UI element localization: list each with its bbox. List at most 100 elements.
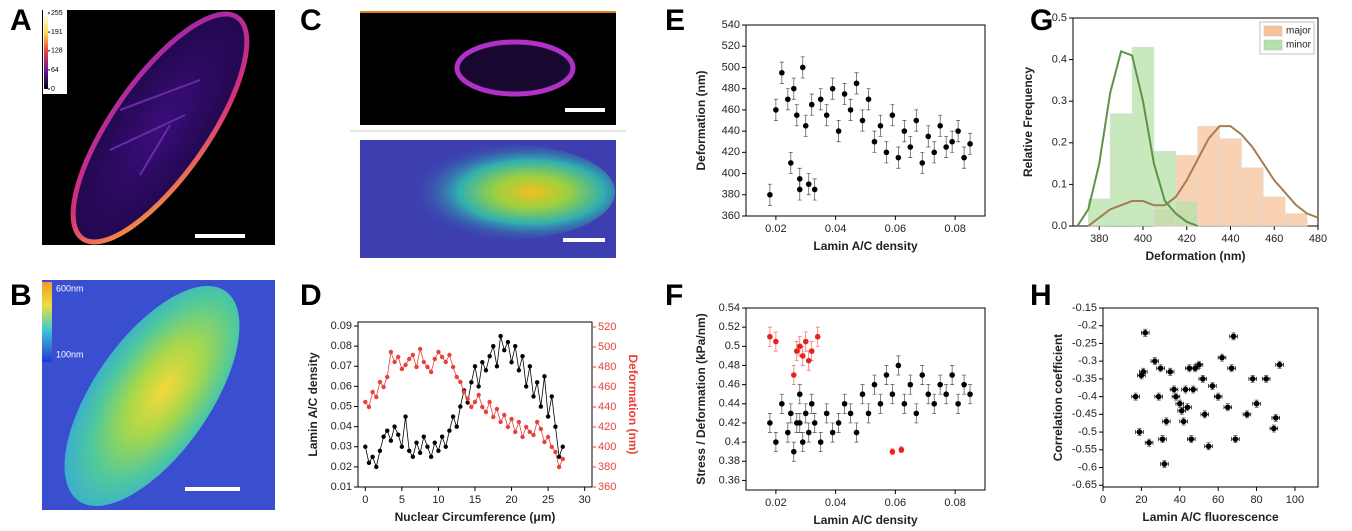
y-tick-label: -0.2 <box>1078 320 1097 332</box>
data-point <box>817 439 824 445</box>
data-point <box>791 372 797 378</box>
x-tick-label: 0.04 <box>825 223 846 235</box>
data-point <box>808 348 815 354</box>
data-point <box>961 381 967 388</box>
data-point <box>871 381 878 388</box>
x-tick-label: 80 <box>1250 494 1262 506</box>
y2-tick-label: 420 <box>598 421 616 433</box>
data-point <box>545 414 551 419</box>
data-point <box>1249 376 1256 382</box>
data-point <box>447 428 452 433</box>
data-point <box>877 400 884 407</box>
data-point <box>538 426 544 432</box>
y-tick-label: -0.35 <box>1072 373 1097 385</box>
data-point <box>1276 361 1283 368</box>
x-axis-label: Lamin A/C fluorescence <box>1142 510 1279 524</box>
data-point <box>396 354 401 360</box>
data-point <box>1201 411 1208 418</box>
data-point <box>1188 436 1195 442</box>
data-point <box>476 384 481 389</box>
y-tick-label: 0.42 <box>719 417 740 429</box>
histogram-bar <box>1263 196 1286 227</box>
legend-swatch <box>1263 39 1283 51</box>
data-point <box>1173 393 1179 400</box>
data-point <box>791 85 797 92</box>
data-point <box>785 96 791 103</box>
data-point <box>392 424 397 429</box>
data-point <box>805 181 812 187</box>
data-point <box>853 80 860 87</box>
data-point <box>961 154 967 161</box>
y-tick-label: 360 <box>722 210 740 222</box>
colorbar-label: 128 <box>51 48 63 55</box>
x-tick-label: 380 <box>1090 233 1108 245</box>
data-point <box>406 356 412 362</box>
data-point <box>1180 418 1187 425</box>
histogram-bar <box>1197 125 1220 227</box>
y-axis-label: Stress / Deformation (kPa/nm) <box>694 313 708 484</box>
y2-axis-label: Deformation (nm) <box>626 355 640 455</box>
data-point <box>469 380 474 385</box>
data-point <box>788 410 794 417</box>
data-point <box>483 368 489 373</box>
data-point <box>483 409 489 415</box>
data-point <box>542 439 547 445</box>
data-point <box>439 434 445 439</box>
data-point <box>865 410 872 417</box>
data-point <box>859 391 866 398</box>
data-point <box>796 343 803 350</box>
data-point <box>1176 400 1183 407</box>
data-point <box>895 154 902 161</box>
data-point <box>553 424 558 429</box>
y-tick-label: 420 <box>722 146 740 158</box>
data-point <box>919 372 926 378</box>
data-point <box>773 439 779 445</box>
data-point <box>943 144 949 150</box>
data-point <box>549 394 554 399</box>
y-tick-label: 0.46 <box>719 379 740 391</box>
data-point <box>509 360 514 365</box>
data-point <box>396 432 401 437</box>
data-point <box>802 123 809 129</box>
data-point <box>1146 439 1152 446</box>
data-point <box>487 399 492 405</box>
data-point <box>1132 393 1139 400</box>
data-point <box>403 414 408 419</box>
x-tick-label: 25 <box>542 494 554 506</box>
data-point <box>1190 386 1197 393</box>
data-point <box>480 360 485 365</box>
data-point <box>1192 365 1198 372</box>
density-curve <box>1087 125 1319 227</box>
y-tick-label: -0.4 <box>1078 391 1097 403</box>
data-point <box>520 354 525 359</box>
x-tick-label: 400 <box>1134 233 1152 245</box>
y2-tick-label: 480 <box>598 361 616 373</box>
data-point <box>1161 461 1168 467</box>
data-point <box>802 410 809 417</box>
data-point <box>385 374 390 380</box>
data-point <box>889 391 896 398</box>
panel-letter: B <box>10 279 32 312</box>
data-point <box>1205 443 1212 450</box>
data-point <box>436 349 441 355</box>
y-tick-label: 0.54 <box>719 302 740 314</box>
data-point <box>1209 383 1216 389</box>
data-point <box>534 380 540 385</box>
data-point <box>931 149 938 156</box>
data-point <box>392 359 397 365</box>
data-point <box>480 404 485 410</box>
data-point <box>829 85 836 92</box>
data-point <box>523 424 529 430</box>
data-point <box>853 429 860 436</box>
y-tick-label: 0.38 <box>719 455 740 467</box>
data-point <box>458 404 463 409</box>
y-axis-label: Lamin A/C density <box>306 352 320 457</box>
panel-c-images <box>350 11 626 258</box>
data-point <box>841 91 848 97</box>
data-point <box>516 419 522 425</box>
data-point <box>823 112 830 118</box>
data-point <box>410 352 416 358</box>
data-point <box>545 434 551 440</box>
panel-b-image: 600nm 100nm <box>42 280 275 510</box>
